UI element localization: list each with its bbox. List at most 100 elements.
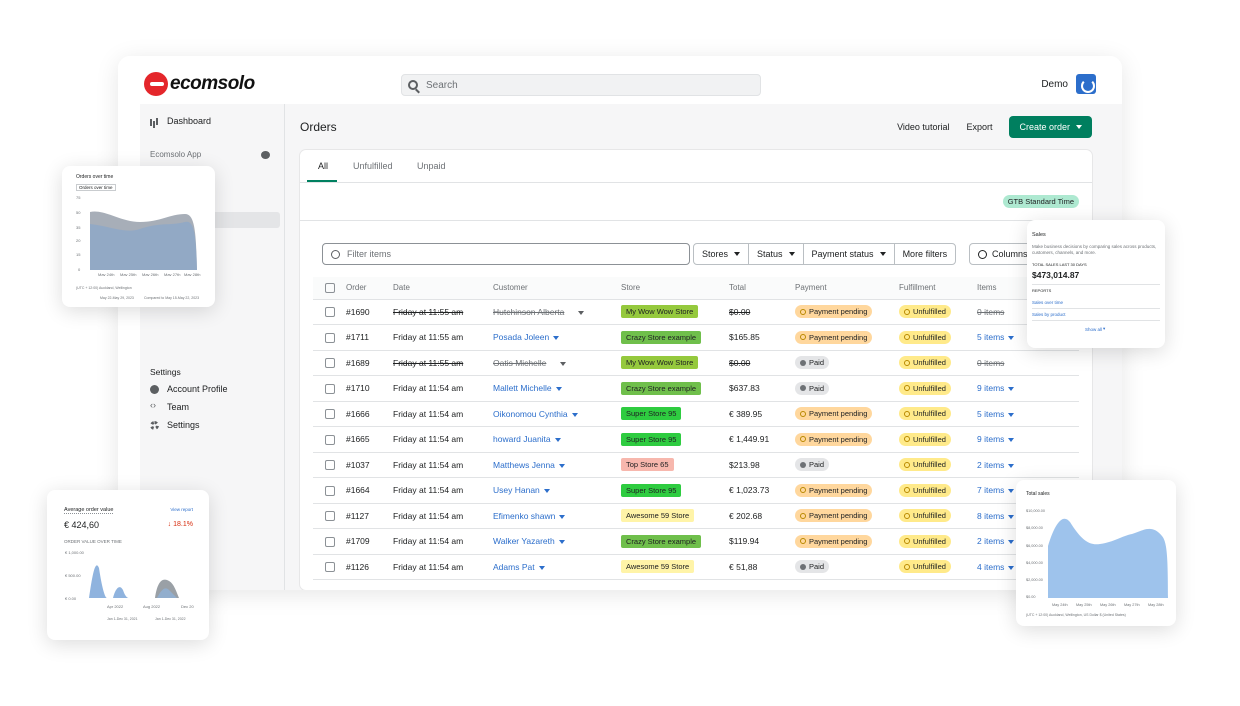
chevron-down-icon[interactable] (578, 310, 585, 315)
customer-cell[interactable]: Walker Yazareth (493, 528, 621, 555)
table-row[interactable]: #1126 Friday at 11:54 am Adams Pat Awesome … (313, 554, 1079, 580)
chevron-down-icon[interactable] (558, 540, 565, 544)
row-select-cell[interactable] (313, 375, 346, 402)
row-checkbox[interactable] (325, 511, 335, 522)
order-number[interactable]: #1126 (346, 554, 393, 580)
row-checkbox[interactable] (325, 460, 335, 471)
items-count[interactable]: 2 items (977, 536, 1005, 547)
items-count[interactable]: 8 items (977, 510, 1005, 521)
items-count[interactable]: 0 items (977, 357, 1005, 368)
customer-name[interactable]: Oatis Michelle (493, 357, 547, 368)
table-row[interactable]: #1711 Friday at 11:55 am Posada Joleen Craz… (313, 324, 1079, 351)
customer-name[interactable]: Walker Yazareth (493, 536, 555, 547)
sidebar-item-account-profile[interactable]: Account Profile (150, 384, 228, 394)
chevron-down-icon[interactable] (1008, 438, 1015, 442)
column-header[interactable]: Payment (795, 277, 899, 300)
search-input[interactable]: Search (401, 74, 761, 96)
table-row[interactable]: #1689 Friday at 11:55 am Oatis Michelle My … (313, 350, 1079, 376)
create-order-button[interactable]: Create order (1009, 116, 1092, 138)
customer-cell[interactable]: Matthews Jenna (493, 452, 621, 478)
table-row[interactable]: #1690 Friday at 11:55 am Hutchinson Albert… (313, 299, 1079, 325)
row-select-cell[interactable] (313, 401, 346, 427)
row-select-cell[interactable] (313, 554, 346, 580)
chevron-down-icon[interactable] (558, 463, 565, 468)
sidebar-item-settings[interactable]: Settings (150, 420, 200, 430)
customer-name[interactable]: Posada Joleen (493, 332, 550, 343)
row-checkbox[interactable] (325, 434, 335, 445)
row-checkbox[interactable] (325, 383, 335, 394)
customer-cell[interactable]: Posada Joleen (493, 324, 621, 351)
chevron-down-icon[interactable] (1008, 514, 1015, 519)
items-cell[interactable]: 0 items (977, 350, 1079, 376)
customer-cell[interactable]: Hutchinson Alberta (493, 299, 621, 325)
order-number[interactable]: #1710 (346, 375, 393, 402)
order-number[interactable]: #1711 (346, 324, 393, 351)
column-header[interactable]: Date (393, 277, 493, 300)
chevron-down-icon[interactable] (1008, 489, 1015, 493)
customer-name[interactable]: Usey Hanan (493, 485, 540, 496)
chevron-down-icon[interactable] (553, 336, 560, 340)
more-filters-button[interactable]: More filters (893, 243, 957, 265)
order-number[interactable]: #1666 (346, 401, 393, 427)
items-count[interactable]: 7 items (977, 485, 1005, 496)
user-menu[interactable]: Demo (1041, 74, 1096, 94)
column-header[interactable]: Store (621, 277, 729, 300)
average-order-value-widget[interactable]: Average order value View report € 424,60… (47, 490, 209, 640)
column-header[interactable]: Fulfillment (899, 277, 977, 300)
order-number[interactable]: #1709 (346, 528, 393, 555)
select-all-cell[interactable] (313, 277, 346, 300)
row-select-cell[interactable] (313, 324, 346, 351)
chevron-down-icon[interactable] (543, 489, 550, 493)
sales-by-product-link[interactable]: Sales by product (1032, 312, 1066, 317)
items-count[interactable]: 9 items (977, 383, 1005, 394)
row-select-cell[interactable] (313, 503, 346, 529)
row-select-cell[interactable] (313, 452, 346, 478)
row-select-cell[interactable] (313, 477, 346, 504)
row-checkbox[interactable] (325, 485, 335, 496)
customer-cell[interactable]: Adams Pat (493, 554, 621, 580)
customer-name[interactable]: Efimenko shawn (493, 510, 556, 521)
payment-status-filter-button[interactable]: Payment status (802, 243, 895, 265)
filter-items-input[interactable]: Filter items (322, 243, 690, 265)
chevron-down-icon[interactable] (1008, 463, 1015, 468)
column-header[interactable]: Total (729, 277, 795, 300)
chevron-down-icon[interactable] (1008, 565, 1015, 570)
customer-cell[interactable]: Usey Hanan (493, 477, 621, 504)
chevron-down-icon[interactable] (1008, 387, 1015, 391)
select-all-checkbox[interactable] (325, 282, 335, 293)
row-checkbox[interactable] (325, 562, 335, 573)
items-count[interactable]: 2 items (977, 459, 1005, 470)
row-select-cell[interactable] (313, 426, 346, 453)
view-report-link[interactable]: View report (170, 507, 193, 512)
table-row[interactable]: #1127 Friday at 11:54 am Efimenko shawn Awe… (313, 503, 1079, 529)
items-count[interactable]: 4 items (977, 561, 1005, 572)
row-select-cell[interactable] (313, 299, 346, 325)
table-row[interactable]: #1709 Friday at 11:54 am Walker Yazareth Cr… (313, 528, 1079, 555)
chevron-down-icon[interactable] (560, 361, 567, 366)
table-row[interactable]: #1666 Friday at 11:54 am Oikonomou Cynthia… (313, 401, 1079, 427)
column-header[interactable]: Order (346, 277, 393, 300)
chevron-down-icon[interactable] (571, 412, 578, 417)
customer-name[interactable]: Mallett Michelle (493, 383, 552, 394)
items-cell[interactable]: 9 items (977, 426, 1079, 453)
video-tutorial-link[interactable]: Video tutorial (897, 122, 950, 132)
export-button[interactable]: Export (966, 122, 993, 132)
table-row[interactable]: #1037 Friday at 11:54 am Matthews Jenna Top… (313, 452, 1079, 478)
column-header[interactable]: Customer (493, 277, 621, 300)
stores-filter-button[interactable]: Stores (693, 243, 750, 265)
row-checkbox[interactable] (325, 307, 335, 318)
row-checkbox[interactable] (325, 358, 335, 369)
brand-logo[interactable]: ecomsolo (144, 72, 255, 96)
chevron-down-icon[interactable] (1008, 540, 1015, 544)
customer-name[interactable]: Adams Pat (493, 561, 535, 572)
customer-cell[interactable]: howard Juanita (493, 426, 621, 453)
row-select-cell[interactable] (313, 350, 346, 376)
items-count[interactable]: 9 items (977, 434, 1005, 445)
chevron-down-icon[interactable] (1008, 336, 1015, 340)
table-row[interactable]: #1710 Friday at 11:54 am Mallett Michelle C… (313, 375, 1079, 402)
order-number[interactable]: #1690 (346, 299, 393, 325)
items-cell[interactable]: 2 items (977, 452, 1079, 478)
chevron-down-icon[interactable] (554, 438, 561, 442)
tab-unfulfilled[interactable]: Unfulfilled (353, 161, 393, 171)
row-checkbox[interactable] (325, 409, 335, 420)
